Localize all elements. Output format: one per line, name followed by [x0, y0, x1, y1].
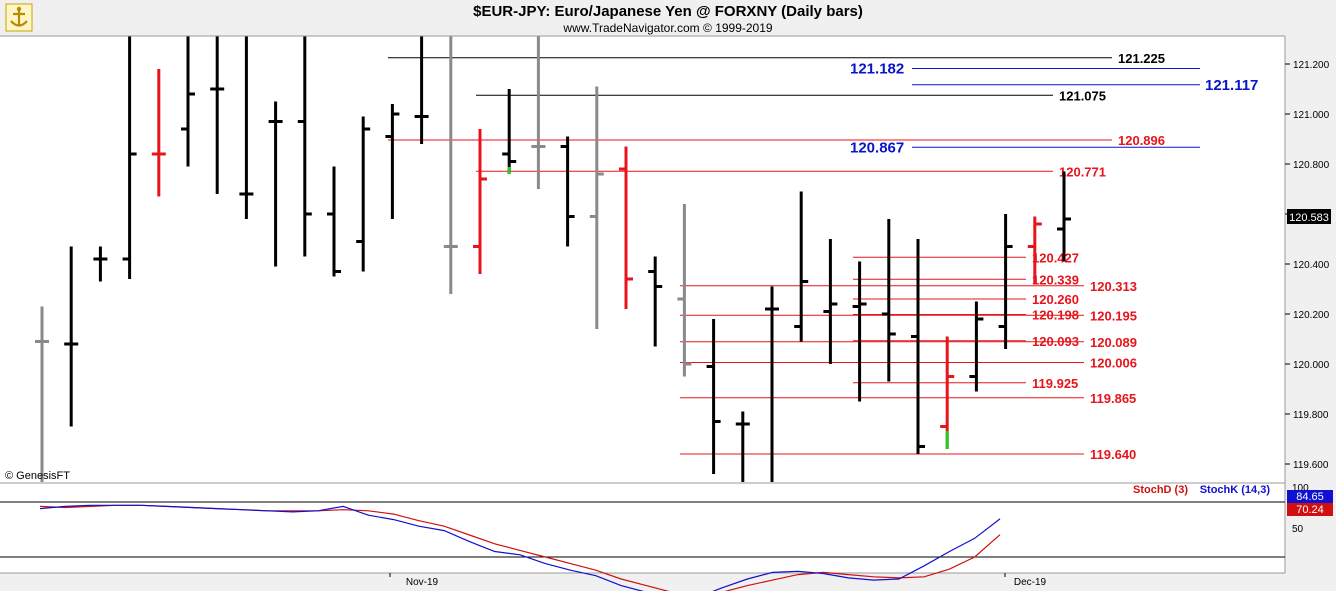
ohlc-bar: [473, 129, 487, 274]
stoch-k-line: [39, 504, 1001, 596]
price-tick-label: 121.200: [1293, 60, 1330, 71]
ohlc-bar: [151, 69, 166, 197]
ohlc-bar: [239, 36, 254, 219]
ohlc-bar: [327, 166, 341, 277]
level-label: 119.640: [1090, 447, 1136, 462]
date-label-nov: Nov-19: [406, 577, 439, 588]
ohlc-bar: [619, 146, 633, 309]
stoch-k-legend: StochK (14,3): [1200, 484, 1271, 496]
price-tick-label: 120.400: [1293, 260, 1330, 271]
price-tick-label: 120.000: [1293, 360, 1330, 371]
stoch-k-value: 84.65: [1296, 491, 1324, 503]
copyright-label: © GenesisFT: [5, 470, 70, 482]
stoch-tick-100: 100: [1292, 483, 1309, 494]
ohlc-bar: [122, 36, 137, 279]
ohlc-bar: [589, 86, 604, 329]
title-band: [0, 0, 1336, 36]
ohlc-bar: [735, 411, 750, 482]
price-tick-label: 120.200: [1293, 310, 1330, 321]
ohlc-bar: [881, 219, 896, 382]
date-band: [0, 573, 1285, 591]
ohlc-bar: [648, 256, 663, 347]
ohlc-bar: [1057, 171, 1071, 262]
ohlc-bars: [35, 36, 1071, 482]
level-label: 121.075: [1059, 88, 1106, 103]
ohlc-bar: [852, 261, 867, 402]
ohlc-bar: [1027, 216, 1042, 284]
ohlc-bar: [706, 319, 721, 474]
ohlc-bar: [531, 36, 546, 189]
level-label: 119.925: [1032, 376, 1078, 391]
ohlc-bar: [940, 336, 955, 449]
level-label: 120.260: [1032, 292, 1079, 307]
level-label: 120.195: [1090, 308, 1137, 323]
ohlc-bar: [560, 136, 575, 247]
ohlc-bar: [677, 204, 692, 377]
tradenavigator-logo-icon: [5, 3, 33, 32]
ohlc-bar: [210, 36, 225, 194]
ohlc-bar: [969, 301, 984, 392]
level-label: 120.771: [1059, 164, 1106, 179]
level-label: 120.313: [1090, 279, 1137, 294]
date-label-dec: Dec-19: [1014, 577, 1047, 588]
ohlc-bar: [93, 246, 108, 282]
price-tick-label: 119.800: [1293, 410, 1329, 421]
ohlc-bar: [443, 36, 458, 294]
ohlc-bar: [765, 286, 779, 482]
current-price-badge: [1287, 209, 1331, 224]
ohlc-bar: [385, 104, 400, 219]
chart-title: $EUR-JPY: Euro/Japanese Yen @ FORXNY (Da…: [473, 3, 863, 20]
stoch-d-legend: StochD (3): [1133, 484, 1188, 496]
level-label: 120.089: [1090, 335, 1137, 350]
price-tick-label: 121.000: [1293, 110, 1330, 121]
stochastic-panel: StochD (3) StochK (14,3) 100 50 84.65 70…: [0, 483, 1333, 596]
level-label: 121.182: [850, 61, 904, 78]
level-lines: 121.225 121.182 121.117 121.075 120.896 120.8…: [388, 51, 1258, 462]
ohlc-bar: [35, 306, 49, 482]
ohlc-bar: [414, 36, 429, 144]
ohlc-bar: [297, 36, 312, 257]
level-label: 120.867: [850, 139, 904, 156]
stoch-d-badge: [1287, 503, 1333, 516]
price-tick-label: 120.800: [1293, 160, 1330, 171]
ohlc-bar: [64, 246, 79, 427]
price-tick-label: 119.600: [1293, 460, 1329, 471]
level-label: 120.427: [1032, 250, 1079, 265]
ohlc-bar: [823, 239, 838, 364]
stoch-d-value: 70.24: [1296, 504, 1324, 516]
level-label: 120.339: [1032, 272, 1079, 287]
ohlc-bar: [794, 191, 809, 342]
stoch-tick-50: 50: [1292, 524, 1304, 535]
level-label: 120.896: [1118, 133, 1165, 148]
current-price-value: 120.583: [1289, 212, 1329, 224]
level-label: 121.225: [1118, 51, 1165, 66]
ohlc-bar: [998, 214, 1013, 349]
level-label: 121.117: [1205, 77, 1258, 94]
level-label: 120.006: [1090, 356, 1137, 371]
stoch-k-badge: [1287, 490, 1333, 503]
ohlc-bar: [181, 36, 195, 167]
chart-subtitle: www.TradeNavigator.com © 1999-2019: [562, 21, 772, 35]
ohlc-bar: [911, 239, 925, 454]
ohlc-bar: [356, 116, 371, 272]
ohlc-bar: [502, 89, 517, 174]
level-label: 119.865: [1090, 391, 1136, 406]
ohlc-bar: [268, 101, 283, 267]
